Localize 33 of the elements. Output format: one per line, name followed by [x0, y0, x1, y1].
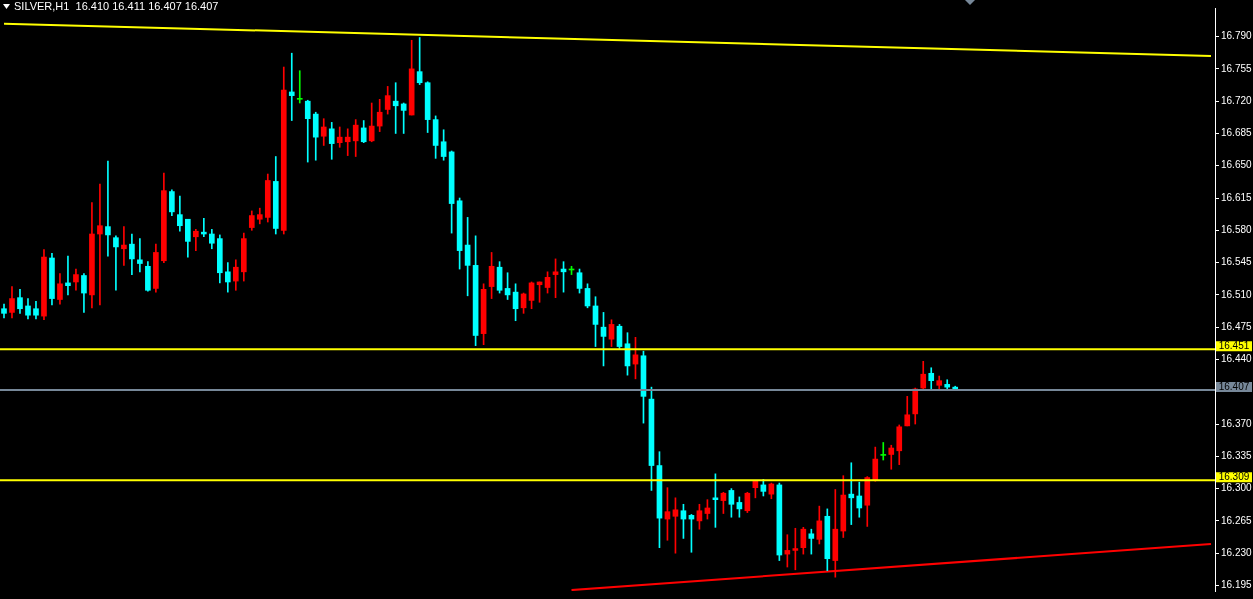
- candlestick: [137, 238, 143, 273]
- ref-line-label: 16.451: [1218, 340, 1250, 352]
- ref-line-label: 16.407: [1218, 380, 1250, 392]
- candlestick: [121, 226, 127, 266]
- y-tick-label: 16.475: [1221, 320, 1253, 332]
- y-tick-label: 16.755: [1221, 62, 1253, 74]
- candlestick: [296, 70, 303, 104]
- candlestick: [392, 82, 399, 134]
- candlestick: [344, 128, 351, 156]
- y-tick-label: 16.790: [1221, 30, 1253, 42]
- y-tick-label: 16.370: [1221, 417, 1253, 429]
- y-tick-label: 16.440: [1221, 353, 1253, 365]
- y-tick-label: 16.685: [1221, 127, 1253, 139]
- y-tick-label: 16.510: [1221, 288, 1253, 300]
- y-tick-label: 16.300: [1221, 482, 1253, 494]
- y-tick-label: 16.265: [1221, 514, 1253, 526]
- y-tick-label: 16.335: [1221, 450, 1253, 462]
- y-tick-label: 16.230: [1221, 546, 1253, 558]
- candlestick: [848, 462, 855, 525]
- y-tick-label: 16.580: [1221, 224, 1253, 236]
- candlestick: [97, 183, 103, 306]
- ref-line-label: 16.309: [1218, 471, 1250, 483]
- candlestick: [880, 442, 887, 461]
- candlestick: [113, 235, 119, 291]
- chart-title: SILVER,H1 16.410 16.411 16.407 16.407: [14, 0, 219, 12]
- candlestick: [105, 160, 111, 257]
- candlestick: [65, 255, 71, 296]
- candlestick: [288, 52, 295, 121]
- y-tick-label: 16.615: [1221, 191, 1253, 203]
- y-tick-label: 16.650: [1221, 159, 1253, 171]
- y-tick-label: 16.545: [1221, 256, 1253, 268]
- y-tick-label: 16.195: [1221, 579, 1253, 591]
- y-tick-label: 16.720: [1221, 94, 1253, 106]
